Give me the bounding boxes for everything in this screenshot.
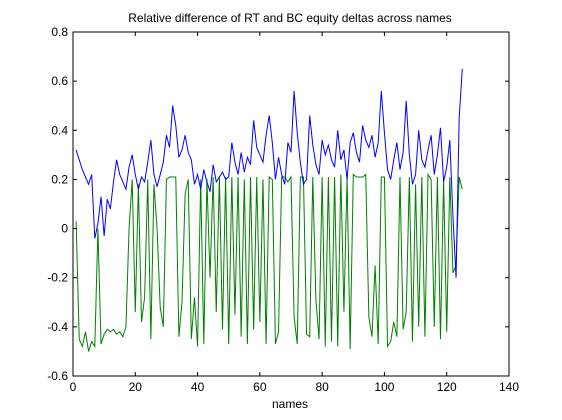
x-tick-label: 120	[437, 380, 457, 394]
x-tick-label: 40	[191, 380, 205, 394]
series-layer	[75, 68, 463, 352]
y-tick-label: -0.6	[47, 369, 68, 383]
x-tick-label: 60	[253, 380, 267, 394]
chart-title: Relative difference of RT and BC equity …	[128, 11, 452, 25]
series-line-blue	[75, 68, 463, 278]
y-tick-label: 0.4	[51, 123, 68, 137]
x-tick-label: 0	[70, 380, 77, 394]
series-line-green	[75, 172, 463, 352]
y-tick-label: 0.2	[51, 172, 68, 186]
x-tick-label: 80	[315, 380, 329, 394]
y-tick-label: 0.6	[51, 74, 68, 88]
y-tick-label: 0	[61, 222, 68, 236]
x-tick-label: 140	[499, 380, 519, 394]
y-tick-label: -0.2	[47, 271, 68, 285]
x-tick-label: 100	[374, 380, 394, 394]
x-axis-label: names	[272, 397, 308, 411]
axis-ticks: 0 20 40 60 80 100 120 140 -0.6 -0.4 -0.2 0 0.2 0.4 0.6…	[47, 25, 519, 394]
y-tick-label: 0.8	[51, 25, 68, 39]
y-tick-label: -0.4	[47, 320, 68, 334]
x-tick-label: 20	[129, 380, 143, 394]
